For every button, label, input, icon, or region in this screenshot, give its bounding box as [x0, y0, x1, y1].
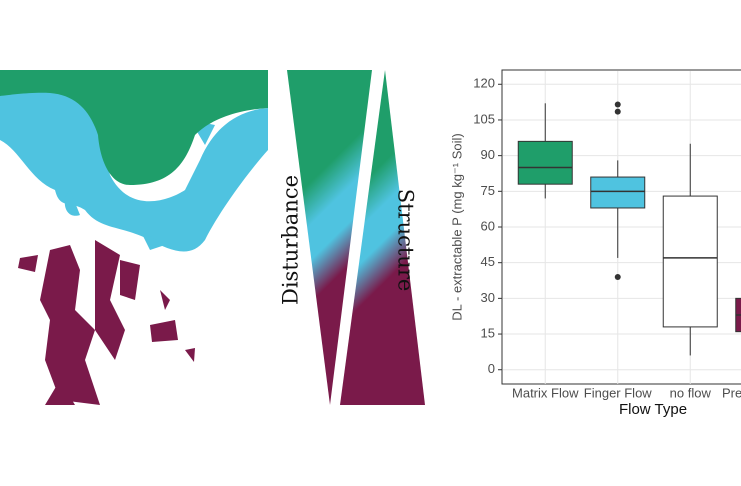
x-tick-label: Pre	[722, 385, 741, 400]
outlier	[614, 108, 621, 115]
structure-wedge	[340, 70, 425, 405]
y-tick-label: 75	[481, 183, 495, 198]
box	[517, 140, 573, 185]
disturbance-wedge	[287, 70, 372, 405]
x-tick-label: Matrix Flow	[512, 385, 579, 400]
y-tick-label: 120	[473, 76, 495, 91]
structure-label: Structure	[394, 189, 418, 292]
x-tick-label: Finger Flow	[584, 385, 653, 400]
y-tick-label: 45	[481, 254, 495, 269]
x-tick-label: no flow	[670, 385, 712, 400]
y-tick-label: 15	[481, 325, 495, 340]
y-tick-label: 90	[481, 147, 495, 162]
y-tick-label: 60	[481, 218, 495, 233]
y-tick-label: 0	[488, 361, 495, 376]
soil-image	[0, 70, 268, 405]
outlier	[614, 273, 621, 280]
box	[590, 176, 646, 209]
y-tick-label: 30	[481, 290, 495, 305]
x-axis-label: Flow Type	[619, 401, 687, 418]
gradient-diagram: Disturbance Structure	[279, 70, 425, 405]
disturbance-label: Disturbance	[279, 175, 303, 305]
y-axis-label: DL - extractable P (mg kg⁻¹ Soil)	[449, 133, 464, 320]
box	[662, 195, 718, 328]
outlier	[614, 101, 621, 108]
y-tick-label: 105	[473, 111, 495, 126]
